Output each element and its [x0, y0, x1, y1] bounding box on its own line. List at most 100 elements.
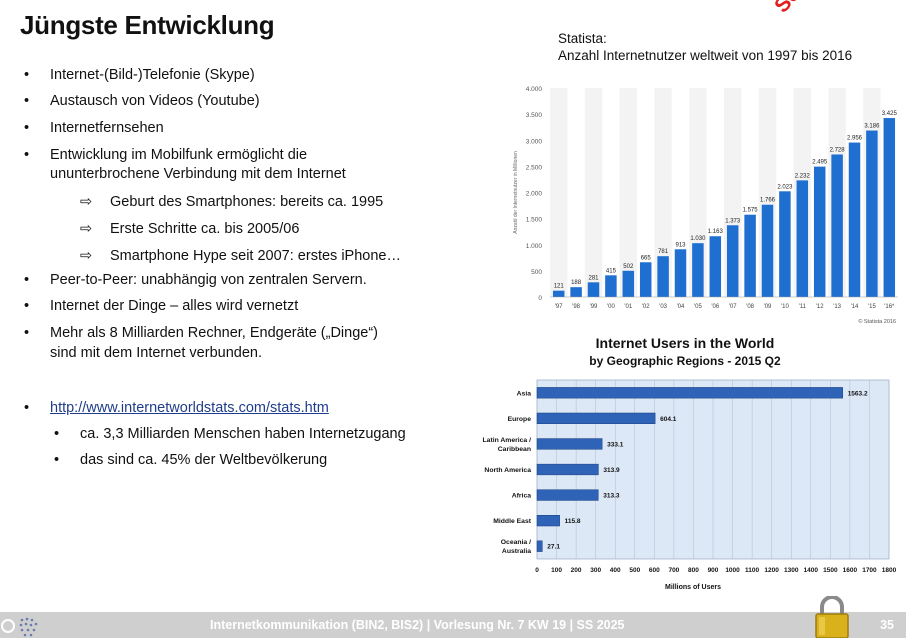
y-tick-label: 0	[538, 295, 542, 302]
x-tick-label: 0	[535, 567, 539, 574]
bar	[761, 204, 774, 297]
x-tick-label: '98	[572, 304, 580, 310]
x-tick-label: 100	[551, 567, 562, 574]
category-label: Caribbean	[498, 446, 531, 453]
bullet-item: • Austausch von Videos (Youtube)	[24, 93, 260, 109]
self-study-stamp: Selbststudium	[770, 0, 885, 18]
footer-title: Internetkommunikation (BIN2, BIS2) | Vor…	[210, 618, 625, 632]
x-tick-label: 1600	[843, 567, 858, 574]
x-tick-label: 1000	[725, 567, 740, 574]
bar	[779, 191, 791, 297]
bar-value-label: 1563.2	[848, 390, 868, 397]
category-label: Africa	[512, 493, 531, 500]
x-tick-label: 700	[668, 567, 679, 574]
x-tick-label: '02	[642, 304, 650, 310]
bullet-item: • Internet der Dinge – alles wird vernetz…	[24, 298, 299, 314]
x-tick-label: 1800	[882, 567, 897, 574]
bar	[813, 166, 826, 297]
bar	[831, 154, 843, 297]
y-tick-label: 500	[531, 269, 542, 276]
bar-value-label: 2.023	[777, 184, 793, 190]
category-label: North America	[484, 467, 531, 474]
y-tick-label: 4.000	[526, 86, 543, 93]
x-tick-label: 800	[688, 567, 699, 574]
bar	[536, 540, 543, 552]
bar	[622, 270, 635, 297]
x-tick-label: '99	[590, 304, 598, 310]
bullet-item: • Mehr als 8 Milliarden Rechner, Endgerät…	[24, 325, 379, 341]
page-number: 35	[880, 618, 894, 632]
bullet-item: • Internetfernsehen	[24, 120, 164, 136]
source-line-2: Anzahl Internetnutzer weltweit von 1997 …	[558, 48, 853, 63]
column-stripe	[654, 88, 672, 297]
category-label: Asia	[517, 390, 532, 397]
bar	[883, 118, 896, 297]
bar-value-label: 1.766	[760, 198, 776, 204]
bar-value-label: 2.956	[847, 136, 863, 142]
bar-value-label: 3.425	[882, 111, 898, 117]
column-stripe	[550, 88, 568, 297]
bar-value-label: 1.373	[725, 218, 741, 224]
x-tick-label: '05	[694, 304, 702, 310]
bar-value-label: 3.186	[864, 124, 880, 130]
bar	[536, 412, 656, 424]
x-tick-label: '16*	[884, 304, 895, 310]
university-logo-icon	[1, 617, 38, 637]
footer-bar: Internetkommunikation (BIN2, BIS2) | Vor…	[0, 612, 906, 638]
x-tick-label: 400	[610, 567, 621, 574]
bar-value-label: 188	[571, 280, 582, 286]
bar-value-label: 121	[554, 284, 565, 290]
bar-value-label: 913	[675, 242, 686, 248]
bar	[639, 262, 652, 297]
bar-value-label: 313.3	[603, 493, 620, 500]
bullet-item-continuation: ununterbrochene Verbindung mit dem Inter…	[50, 166, 346, 182]
slide-title: Jüngste Entwicklung	[20, 10, 275, 40]
x-tick-label: 1100	[745, 567, 759, 574]
x-tick-label: 500	[629, 567, 640, 574]
x-tick-label: 1500	[823, 567, 838, 574]
bar	[605, 275, 617, 297]
bullet-item: • Internet-(Bild-)Telefonie (Skype)	[24, 67, 255, 83]
chart-title: Internet Users in the World	[596, 335, 775, 351]
x-tick-label: '04	[677, 304, 685, 310]
sub-bullet-item: • das sind ca. 45% der Weltbevölkerung	[54, 452, 328, 468]
source-line-1: Statista:	[558, 31, 607, 46]
bar-value-label: 115.8	[565, 518, 581, 525]
x-tick-label: 1700	[862, 567, 877, 574]
x-tick-label: 200	[571, 567, 582, 574]
x-tick-label: '09	[764, 304, 772, 310]
x-tick-label: 900	[708, 567, 719, 574]
bar	[744, 214, 756, 297]
sub-bullet-item: ⇨ Geburt des Smartphones: bereits ca. 199…	[80, 194, 384, 210]
stats-link[interactable]: http://www.internetworldstats.com/stats.…	[50, 400, 329, 416]
bar	[536, 387, 843, 399]
bullet-item: • http://www.internetworldstats.com/stats…	[24, 400, 329, 416]
bullet-item: • Entwicklung im Mobilfunk ermöglicht die	[24, 147, 308, 163]
x-tick-label: 300	[590, 567, 601, 574]
bar-value-label: 781	[658, 249, 669, 255]
bar-value-label: 415	[606, 268, 617, 274]
bar	[536, 463, 599, 476]
x-tick-label: '07	[729, 304, 737, 310]
bar-value-label: 313.9	[603, 467, 620, 474]
category-label: Oceania /	[501, 539, 531, 546]
bar	[536, 489, 599, 501]
column-stripe	[584, 88, 603, 297]
sub-bullet-item: ⇨ Erste Schritte ca. bis 2005/06	[80, 221, 300, 237]
internet-users-bar-chart: 0 500 1.000 1.500 2.000 2.500 3.000 3.500 4.000 A…	[513, 86, 898, 325]
x-tick-label: '14	[851, 304, 859, 310]
category-label: Australia	[502, 548, 531, 555]
x-tick-label: '01	[624, 304, 632, 310]
x-tick-label: '97	[555, 304, 563, 310]
bar-value-label: 1.575	[743, 208, 759, 214]
bar-value-label: 27.1	[547, 544, 560, 551]
x-tick-label: '00	[607, 304, 615, 310]
bar	[692, 243, 704, 297]
bar	[866, 130, 878, 297]
y-tick-label: 3.000	[526, 138, 543, 145]
x-tick-label: '10	[781, 304, 789, 310]
y-tick-label: 2.500	[526, 164, 543, 171]
sub-bullet-item: ⇨ Smartphone Hype seit 2007: erstes iPhon…	[80, 248, 401, 264]
category-label: Latin America /	[483, 437, 532, 444]
bar-value-label: 1.030	[690, 236, 706, 242]
